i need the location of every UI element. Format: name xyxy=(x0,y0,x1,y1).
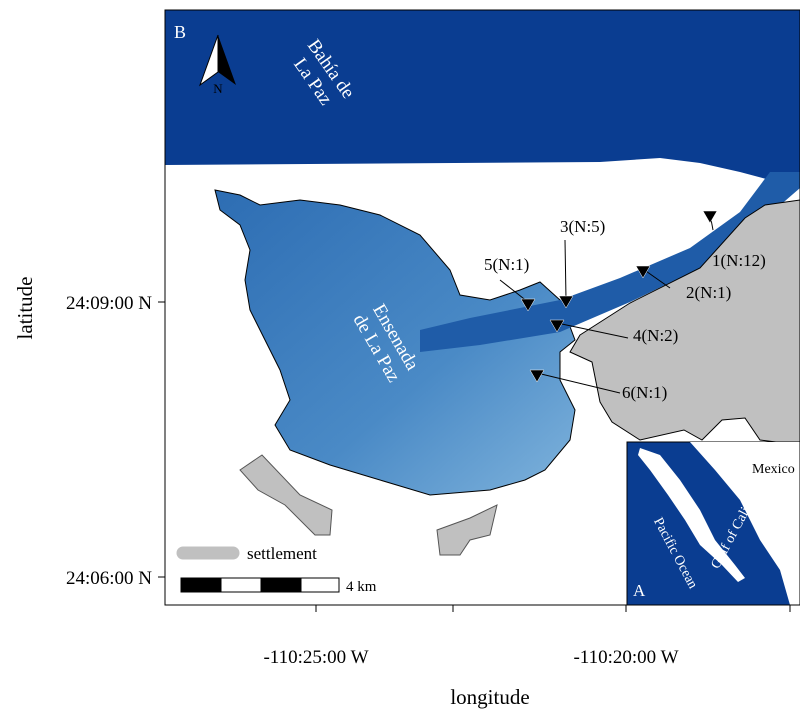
scale-segment xyxy=(221,578,261,592)
y-tick-label: 24:06:00 N xyxy=(66,568,152,589)
inset-map: Mexico Gulf of California Pacific Ocean … xyxy=(627,442,800,607)
legend-label: settlement xyxy=(247,544,317,563)
scale-segment xyxy=(301,578,339,592)
inset-label: A xyxy=(633,581,646,600)
scale-segment xyxy=(181,578,221,592)
station-label: 6(N:1) xyxy=(622,383,667,402)
map-panel: N B Bahía deLa Paz Ensenadade La Paz 1(N… xyxy=(165,10,800,607)
station-label: 5(N:1) xyxy=(484,255,529,274)
panel-label: B xyxy=(174,22,186,42)
scale-segment xyxy=(261,578,301,592)
station-label: 1(N:12) xyxy=(712,251,766,270)
map-figure: N B Bahía deLa Paz Ensenadade La Paz 1(N… xyxy=(0,0,800,709)
y-axis-label: latitude xyxy=(13,277,37,340)
x-tick-label: -110:25:00 W xyxy=(263,647,368,668)
station-label: 3(N:5) xyxy=(560,217,605,236)
y-tick-label: 24:09:00 N xyxy=(66,293,152,314)
page: {"panel_label":"B","north_label":"N", "w… xyxy=(0,0,800,709)
x-axis-label: longitude xyxy=(450,685,529,709)
scale-bar xyxy=(181,578,339,592)
station-label: 2(N:1) xyxy=(686,283,731,302)
inset-country: Mexico xyxy=(752,462,795,477)
bay-water xyxy=(165,10,800,180)
station-label: 4(N:2) xyxy=(633,326,678,345)
scale-label: 4 km xyxy=(346,579,377,595)
x-tick-label: -110:20:00 W xyxy=(573,647,678,668)
north-label: N xyxy=(213,81,223,96)
